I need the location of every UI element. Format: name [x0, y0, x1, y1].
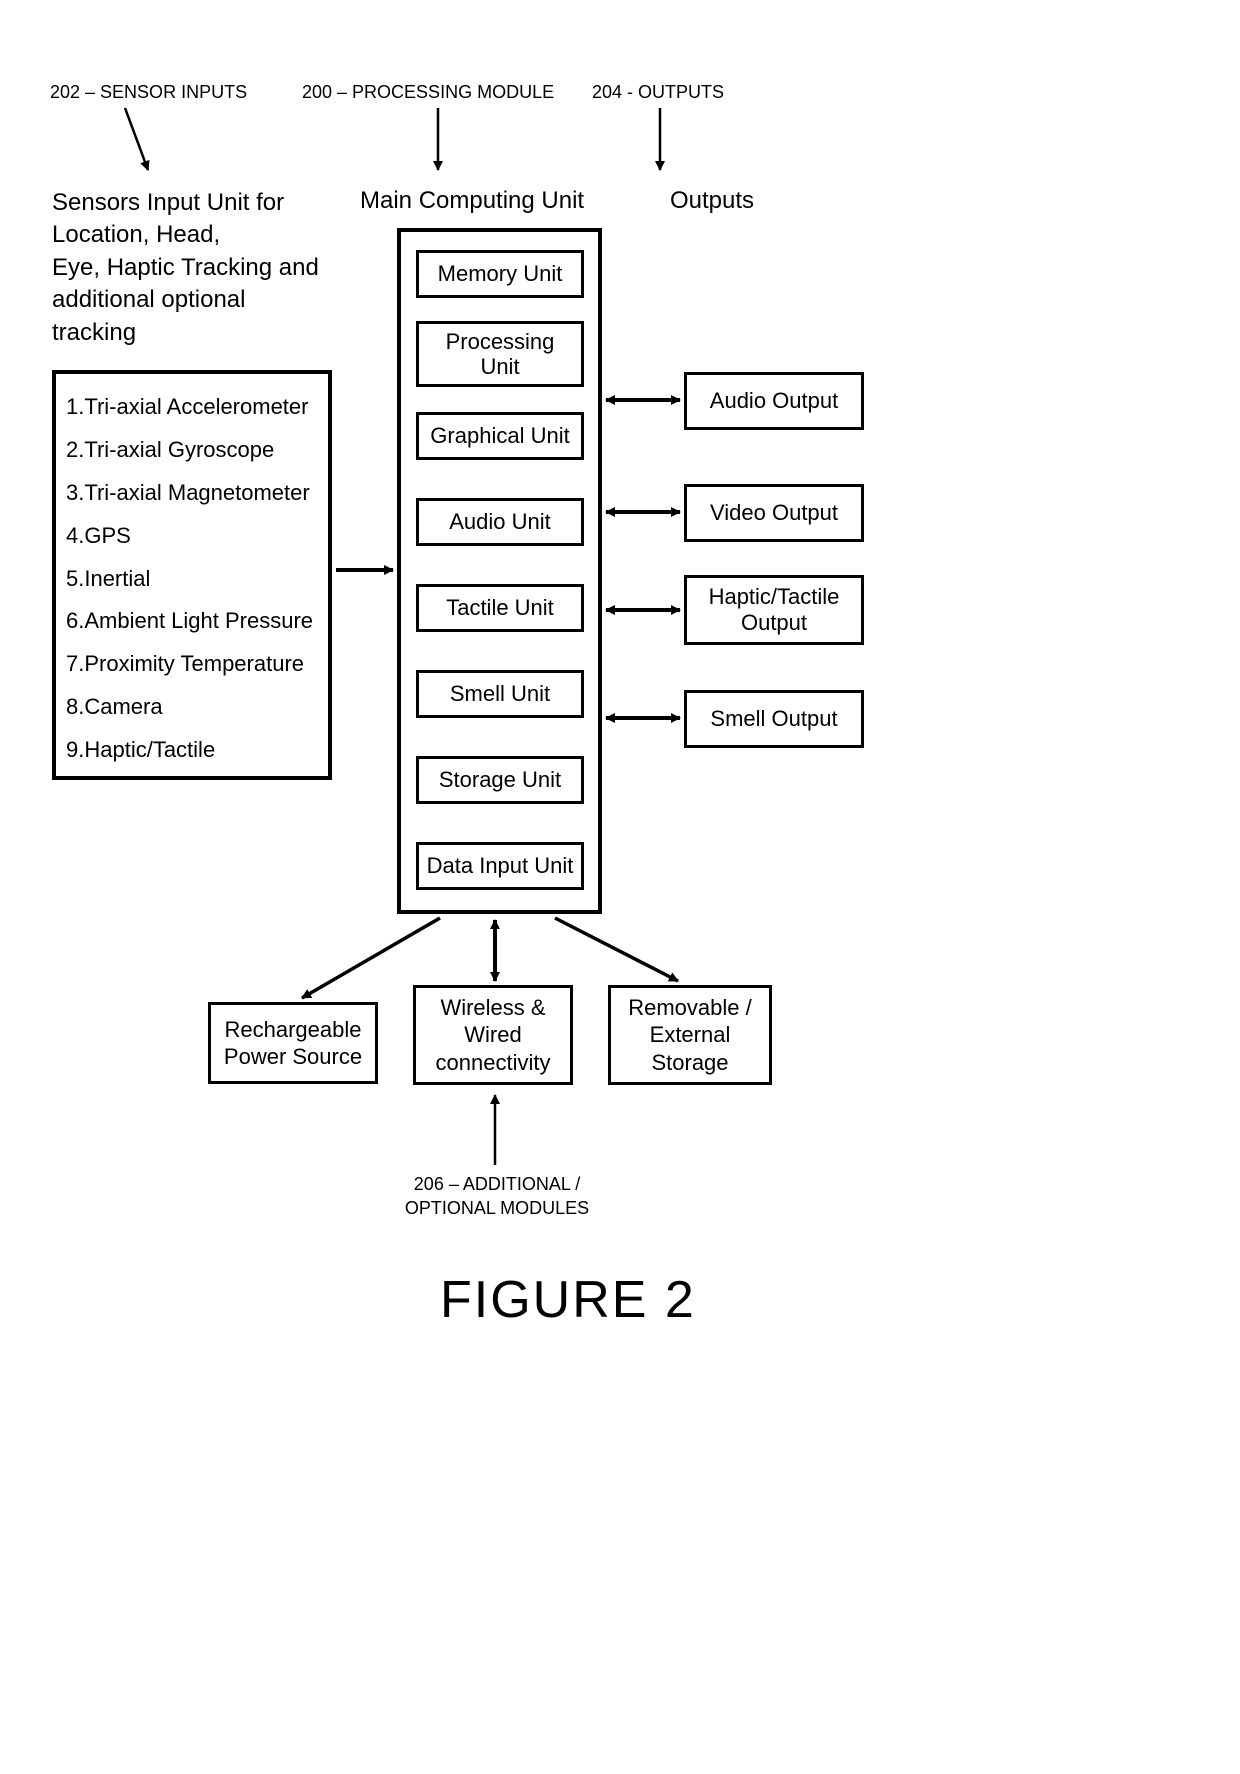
box-connectivity-l1: Wireless & — [440, 994, 545, 1022]
heading-sensors-l5: tracking — [52, 317, 319, 349]
box-power-l1: Rechargeable — [225, 1016, 362, 1044]
ref-200: 200 – PROCESSING MODULE — [302, 82, 554, 103]
sensors-box: 1.Tri-axial Accelerometer 2.Tri-axial Gy… — [52, 370, 332, 780]
diagram-canvas: 202 – SENSOR INPUTS 200 – PROCESSING MOD… — [0, 0, 1240, 1774]
unit-processing: Processing Unit — [416, 321, 584, 387]
unit-smell-label: Smell Unit — [450, 681, 550, 707]
unit-graphical: Graphical Unit — [416, 412, 584, 460]
output-video-label: Video Output — [710, 500, 838, 526]
sensor-item-9: 9.Haptic/Tactile — [66, 729, 318, 772]
box-power: Rechargeable Power Source — [208, 1002, 378, 1084]
box-connectivity-l3: connectivity — [436, 1049, 551, 1077]
sensor-item-3: 3.Tri-axial Magnetometer — [66, 472, 318, 515]
unit-graphical-label: Graphical Unit — [430, 423, 569, 449]
box-storage-l2: External — [650, 1021, 731, 1049]
unit-smell: Smell Unit — [416, 670, 584, 718]
sensor-item-8: 8.Camera — [66, 686, 318, 729]
ref-206: 206 – ADDITIONAL / OPTIONAL MODULES — [382, 1172, 612, 1221]
unit-storage-label: Storage Unit — [439, 767, 561, 793]
unit-data-input: Data Input Unit — [416, 842, 584, 890]
unit-memory: Memory Unit — [416, 250, 584, 298]
sensor-item-5: 5.Inertial — [66, 558, 318, 601]
ref-204: 204 - OUTPUTS — [592, 82, 724, 103]
heading-sensors-l1: Sensors Input Unit for — [52, 187, 319, 219]
output-audio-label: Audio Output — [710, 388, 838, 414]
output-smell-label: Smell Output — [710, 706, 837, 732]
output-smell: Smell Output — [684, 690, 864, 748]
ref-206-l2: OPTIONAL MODULES — [382, 1196, 612, 1220]
unit-storage: Storage Unit — [416, 756, 584, 804]
box-connectivity-l2: Wired — [464, 1021, 521, 1049]
sensor-item-4: 4.GPS — [66, 515, 318, 558]
heading-sensors-l2: Location, Head, — [52, 219, 319, 251]
output-audio: Audio Output — [684, 372, 864, 430]
output-haptic: Haptic/Tactile Output — [684, 575, 864, 645]
box-storage-l1: Removable / — [628, 994, 752, 1022]
unit-audio: Audio Unit — [416, 498, 584, 546]
heading-sensors-l3: Eye, Haptic Tracking and — [52, 252, 319, 284]
unit-processing-l1: Processing — [446, 329, 555, 354]
heading-sensors: Sensors Input Unit for Location, Head, E… — [52, 187, 319, 349]
unit-audio-label: Audio Unit — [449, 509, 551, 535]
box-storage-l3: Storage — [651, 1049, 728, 1077]
box-power-l2: Power Source — [224, 1043, 362, 1071]
sensor-item-7: 7.Proximity Temperature — [66, 643, 318, 686]
ref-202: 202 – SENSOR INPUTS — [50, 82, 247, 103]
heading-main: Main Computing Unit — [360, 187, 584, 215]
output-haptic-l2: Output — [741, 610, 807, 636]
unit-tactile: Tactile Unit — [416, 584, 584, 632]
heading-outputs: Outputs — [670, 187, 754, 215]
unit-data-input-label: Data Input Unit — [427, 853, 574, 879]
figure-title: FIGURE 2 — [440, 1270, 696, 1330]
box-connectivity: Wireless & Wired connectivity — [413, 985, 573, 1085]
output-haptic-l1: Haptic/Tactile — [709, 584, 840, 610]
unit-tactile-label: Tactile Unit — [446, 595, 554, 621]
sensor-item-2: 2.Tri-axial Gyroscope — [66, 429, 318, 472]
output-video: Video Output — [684, 484, 864, 542]
unit-memory-label: Memory Unit — [438, 261, 563, 287]
sensor-item-6: 6.Ambient Light Pressure — [66, 600, 318, 643]
heading-sensors-l4: additional optional — [52, 284, 319, 316]
box-storage: Removable / External Storage — [608, 985, 772, 1085]
ref-206-l1: 206 – ADDITIONAL / — [382, 1172, 612, 1196]
unit-processing-l2: Unit — [480, 354, 519, 379]
sensor-item-1: 1.Tri-axial Accelerometer — [66, 386, 318, 429]
